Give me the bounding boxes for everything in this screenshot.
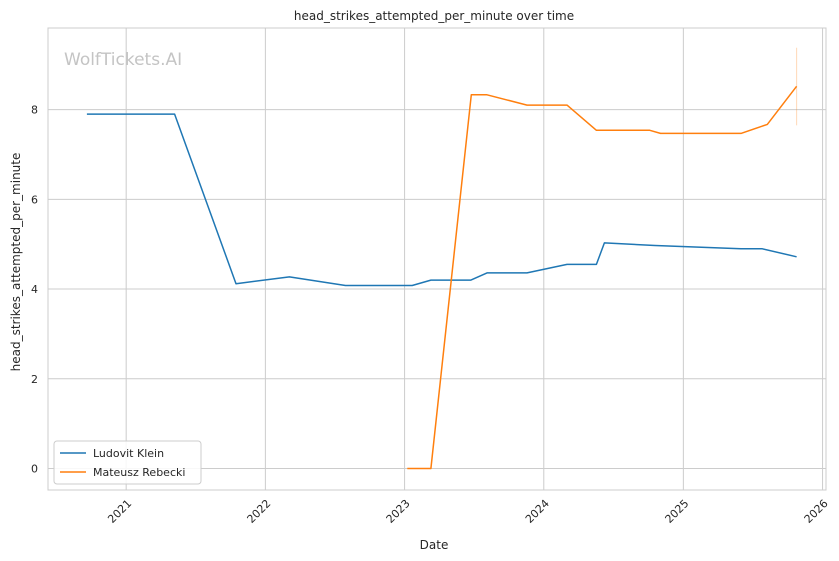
x-tick-label: 2025 xyxy=(662,497,691,526)
y-tick-labels: 0 2 4 6 8 xyxy=(31,104,38,476)
y-tick-label: 6 xyxy=(31,193,38,206)
legend-box xyxy=(53,440,202,485)
x-tick-label: 2026 xyxy=(802,497,831,526)
series-layer xyxy=(86,47,798,470)
legend-label-0: Ludovit Klein xyxy=(93,447,164,460)
x-axis-label: Date xyxy=(420,538,449,552)
legend: Ludovit Klein Mateusz Rebecki xyxy=(53,440,202,485)
x-tick-label: 2023 xyxy=(384,497,413,526)
y-tick-label: 8 xyxy=(31,104,38,117)
x-tick-label: 2022 xyxy=(245,497,274,526)
series-line-0 xyxy=(86,113,797,287)
x-tick-label: 2024 xyxy=(523,497,552,526)
plot-frame xyxy=(47,27,827,491)
plot-area xyxy=(48,28,826,490)
legend-label-1: Mateusz Rebecki xyxy=(93,466,185,479)
y-axis-label: head_strikes_attempted_per_minute xyxy=(9,153,23,372)
watermark: WolfTickets.AI xyxy=(64,50,182,70)
y-tick-label: 0 xyxy=(31,462,38,475)
chart-title: head_strikes_attempted_per_minute over t… xyxy=(294,9,574,23)
x-tick-labels: 2021 2022 2023 2024 2025 2026 xyxy=(105,497,830,526)
y-tick-label: 2 xyxy=(31,373,38,386)
x-tick-label: 2021 xyxy=(105,497,134,526)
series-line-1 xyxy=(407,85,798,470)
y-tick-label: 4 xyxy=(31,283,38,296)
